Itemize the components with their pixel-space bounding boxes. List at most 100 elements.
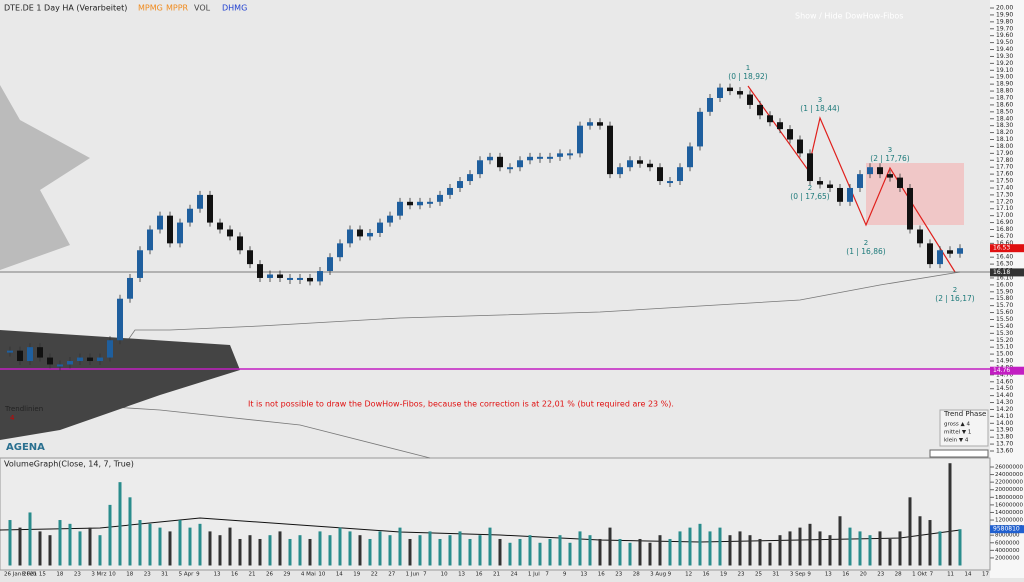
volume-tick-label: 24000000	[995, 472, 1023, 478]
volume-bar	[278, 531, 282, 566]
candle	[97, 357, 103, 362]
volume-bar	[718, 527, 722, 566]
volume-bar	[408, 538, 412, 566]
price-marker-label: 14.76	[993, 367, 1010, 374]
candle	[447, 187, 453, 195]
volume-bar	[598, 538, 602, 566]
wave-count: 3	[818, 96, 822, 104]
volume-bar	[578, 531, 582, 566]
y-tick-label: 15.50	[996, 316, 1013, 323]
x-tick-label: 24	[510, 572, 517, 578]
y-tick-label: 17.60	[996, 171, 1013, 178]
volume-tick-label: 26000000	[995, 465, 1023, 471]
volume-bar	[418, 535, 422, 566]
y-tick-label: 15.20	[996, 337, 1013, 344]
candle	[947, 250, 953, 254]
volume-bar	[708, 531, 712, 566]
volume-bar	[628, 542, 632, 566]
y-tick-label: 15.80	[996, 295, 1013, 302]
toggle-button[interactable]: Show / Hide DowHow-Fibos	[795, 12, 903, 21]
y-tick-label: 15.90	[996, 288, 1013, 295]
candle	[757, 104, 763, 116]
volume-bar	[158, 527, 162, 566]
volume-bar	[898, 531, 902, 566]
trend-label: Trendlinien	[4, 405, 43, 413]
volume-bar	[78, 531, 82, 566]
y-tick-label: 13.90	[996, 427, 1013, 434]
wave-label: (1 | 18,44)	[800, 104, 839, 113]
x-tick-label: 18	[56, 572, 63, 578]
volume-bar	[488, 527, 492, 566]
y-tick-label: 17.00	[996, 212, 1013, 219]
trend-row: klein ▼ 4	[944, 438, 969, 444]
x-tick-label: 21	[249, 572, 256, 578]
y-tick-label: 19.70	[996, 25, 1013, 32]
candle	[557, 153, 563, 157]
x-tick-label: 13	[458, 572, 465, 578]
wave-label: (1 | 16,86)	[846, 247, 885, 256]
axis-panel	[990, 0, 1024, 578]
x-tick-label: 16	[231, 572, 238, 578]
x-tick-label: 13	[825, 572, 832, 578]
y-tick-label: 20.00	[996, 5, 1013, 12]
wave-label: (2 | 16,17)	[935, 294, 974, 303]
x-tick-label: 1 Jul	[528, 572, 540, 578]
x-tick-label: 13	[580, 572, 587, 578]
volume-bar	[508, 542, 512, 566]
candle	[197, 194, 203, 209]
candle	[607, 125, 613, 175]
y-tick-label: 18.90	[996, 81, 1013, 88]
candle	[837, 187, 843, 202]
volume-bar	[538, 542, 542, 566]
candle	[327, 257, 333, 272]
y-tick-label: 16.10	[996, 274, 1013, 281]
price-marker-label: 16.18	[993, 269, 1010, 276]
y-tick-label: 18.00	[996, 143, 1013, 150]
volume-bar	[618, 538, 622, 566]
x-tick-label: 23	[144, 572, 151, 578]
candle	[257, 264, 263, 278]
y-tick-label: 19.40	[996, 46, 1013, 53]
trend-box	[939, 409, 989, 447]
volume-bar	[778, 535, 782, 566]
candle	[807, 153, 813, 182]
x-tick-label: 14	[336, 572, 343, 578]
x-tick-label: 14	[965, 572, 972, 578]
y-tick-label: 17.30	[996, 191, 1013, 198]
y-tick-label: 18.10	[996, 136, 1013, 143]
volume-bar	[568, 542, 572, 566]
volume-bar	[448, 535, 452, 566]
indicator: VOL	[194, 4, 211, 13]
volume-bar	[858, 531, 862, 566]
volume-bar	[608, 527, 612, 566]
price-marker	[990, 366, 1024, 375]
x-tick-label: 16	[703, 572, 710, 578]
y-tick-label: 17.20	[996, 198, 1013, 205]
y-tick-label: 17.90	[996, 150, 1013, 157]
price-marker	[990, 244, 1024, 253]
trend-row: mittel ▼ 1	[944, 430, 971, 436]
candle	[227, 229, 233, 237]
candle	[787, 129, 793, 140]
y-tick-label: 16.00	[996, 281, 1013, 288]
candle	[527, 156, 533, 161]
y-tick-label: 18.20	[996, 129, 1013, 136]
y-tick-label: 16.90	[996, 219, 1013, 226]
x-tick-label: 10	[441, 572, 448, 578]
volume-bar	[498, 538, 502, 566]
y-tick-label: 17.10	[996, 205, 1013, 212]
volume-bar	[18, 527, 22, 566]
volume-bar	[88, 527, 92, 566]
candle	[387, 215, 393, 223]
candle	[157, 215, 163, 230]
candle	[87, 357, 93, 362]
volume-title: VolumeGraph(Close, 14, 7, True)	[4, 460, 134, 469]
candle	[77, 357, 83, 362]
volume-bar	[668, 538, 672, 566]
candle	[377, 222, 383, 233]
x-tick-label: 23	[615, 572, 622, 578]
candle	[537, 156, 543, 159]
candle	[637, 160, 643, 164]
volume-bar	[638, 538, 642, 566]
x-tick-label: 19	[353, 572, 360, 578]
